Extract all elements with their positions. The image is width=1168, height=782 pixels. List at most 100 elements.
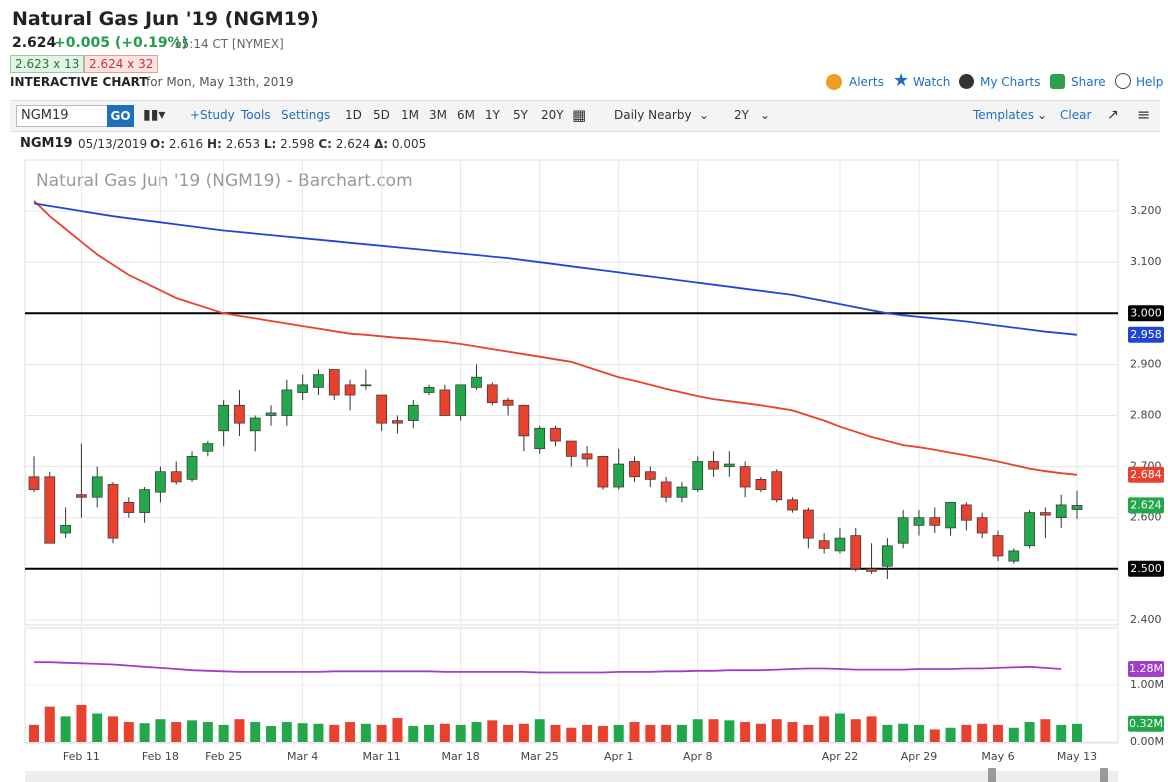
scroll-handle[interactable] xyxy=(1100,768,1108,782)
symbol-input[interactable]: NGM19 xyxy=(16,105,108,127)
ohlc-value: 2.624 xyxy=(335,137,371,151)
volume-average xyxy=(34,661,1062,674)
volume-bar xyxy=(645,724,656,742)
period-button[interactable]: 6M xyxy=(457,108,475,122)
candle-body xyxy=(613,463,625,488)
dropdown-arrow[interactable]: ⌄ xyxy=(1037,108,1048,122)
menu-icon[interactable]: ≡ xyxy=(1137,105,1151,124)
candle-body xyxy=(597,456,609,488)
volume-bar xyxy=(1056,724,1067,742)
volume-bar xyxy=(708,719,719,742)
scrollbar[interactable] xyxy=(25,771,1118,782)
x-tick-label: May 6 xyxy=(981,750,1014,763)
link[interactable]: Share xyxy=(1071,75,1106,89)
x-tick-label: May 13 xyxy=(1057,750,1097,763)
y-tick-label: 3.200 xyxy=(1130,204,1162,217)
ohlc-key: O: xyxy=(150,137,165,151)
dropdown-arrow[interactable]: ⌄ xyxy=(760,108,771,122)
volume-bar xyxy=(60,716,71,742)
volume-bar xyxy=(76,704,87,742)
calendar-icon[interactable]: ▦ xyxy=(572,106,587,124)
volume-bar xyxy=(1040,719,1051,742)
volume-bar xyxy=(1008,727,1019,742)
link[interactable]: Help xyxy=(1136,75,1164,89)
ask: 2.624 x 32 xyxy=(84,55,159,73)
candle-body xyxy=(1055,504,1067,519)
tools-button[interactable]: Tools xyxy=(241,108,271,122)
volume-bar xyxy=(661,724,672,742)
last-price: 2.624 xyxy=(12,35,57,51)
moving-average xyxy=(33,202,1078,336)
volume-bar xyxy=(455,724,466,742)
ohlc-key: H: xyxy=(207,137,222,151)
y-tick-label: 1.00M xyxy=(1130,678,1164,691)
y-tick-label: 0.00M xyxy=(1130,735,1164,748)
candle-body xyxy=(328,369,340,396)
period-button[interactable]: 5Y xyxy=(513,108,528,122)
clear-button[interactable]: Clear xyxy=(1060,108,1092,122)
volume-bar xyxy=(266,726,277,742)
settings-button[interactable]: Settings xyxy=(281,108,331,122)
y-tick-label: 2.900 xyxy=(1130,357,1162,370)
period-button[interactable]: 1Y xyxy=(485,108,500,122)
period-button[interactable]: 1D xyxy=(345,108,362,122)
study-button[interactable]: +Study xyxy=(190,108,235,122)
candle-body xyxy=(471,376,482,388)
price-change: +0.005 (+0.19%) xyxy=(54,35,188,51)
volume-bar xyxy=(866,716,877,742)
chart-type-menu[interactable]: ▮▮▾ xyxy=(143,107,166,123)
volume-bar xyxy=(108,716,119,742)
watermark-title: Natural Gas Jun '19 (NGM19) - Barchart.c… xyxy=(36,171,413,191)
period-button[interactable]: 3M xyxy=(429,108,447,122)
volume-bar xyxy=(171,722,182,742)
volume-bar xyxy=(297,723,308,742)
volume-bar xyxy=(250,722,261,742)
volume-bar xyxy=(155,719,166,742)
volume-bar xyxy=(613,724,624,742)
candle-body xyxy=(249,417,261,432)
go-button[interactable]: GO xyxy=(107,105,134,127)
x-tick-label: Apr 22 xyxy=(822,750,859,763)
candle-body xyxy=(502,399,514,406)
help-icon xyxy=(1115,73,1131,89)
scroll-handle[interactable] xyxy=(988,768,996,782)
volume-bar xyxy=(44,706,55,742)
period-button[interactable]: 5D xyxy=(373,108,390,122)
aggregation-menu[interactable]: Daily Nearby xyxy=(614,108,692,122)
watch-icon: ★ xyxy=(893,70,910,91)
templates-menu[interactable]: Templates xyxy=(973,108,1035,122)
toolbar xyxy=(10,100,1160,132)
candle-body xyxy=(581,453,593,460)
period-button[interactable]: 20Y xyxy=(541,108,564,122)
candle-body xyxy=(234,404,245,424)
volume-badge-label: 1.28M xyxy=(1129,662,1163,675)
dropdown-arrow[interactable]: ⌄ xyxy=(699,108,710,122)
candle-body xyxy=(518,404,530,437)
candle-body xyxy=(344,384,356,396)
period-button[interactable]: 1M xyxy=(401,108,419,122)
volume-bar xyxy=(139,723,150,742)
volume-bar xyxy=(1024,722,1035,742)
candle-body xyxy=(218,404,229,432)
volume-bar xyxy=(755,723,766,742)
candle-body xyxy=(139,489,150,513)
expand-icon[interactable]: ↗ xyxy=(1107,107,1119,123)
volume-badge xyxy=(1128,715,1164,732)
price-panel xyxy=(24,159,1119,626)
candle-body xyxy=(739,466,751,488)
y-tick-label: 2.800 xyxy=(1130,408,1162,421)
volume-bar xyxy=(629,722,640,742)
volume-bar xyxy=(566,727,577,742)
volume-bar xyxy=(313,723,324,742)
candle-body xyxy=(882,545,893,567)
link[interactable]: My Charts xyxy=(980,75,1041,89)
price-badge xyxy=(1128,326,1164,343)
link[interactable]: Watch xyxy=(913,75,951,89)
candle-body xyxy=(992,535,1004,557)
range-menu[interactable]: 2Y xyxy=(734,108,749,122)
volume-bar xyxy=(424,724,435,742)
candle-body xyxy=(866,568,877,572)
price-badge xyxy=(1128,305,1164,322)
link[interactable]: Alerts xyxy=(849,75,884,89)
chart-label: INTERACTIVE CHART xyxy=(10,75,148,89)
